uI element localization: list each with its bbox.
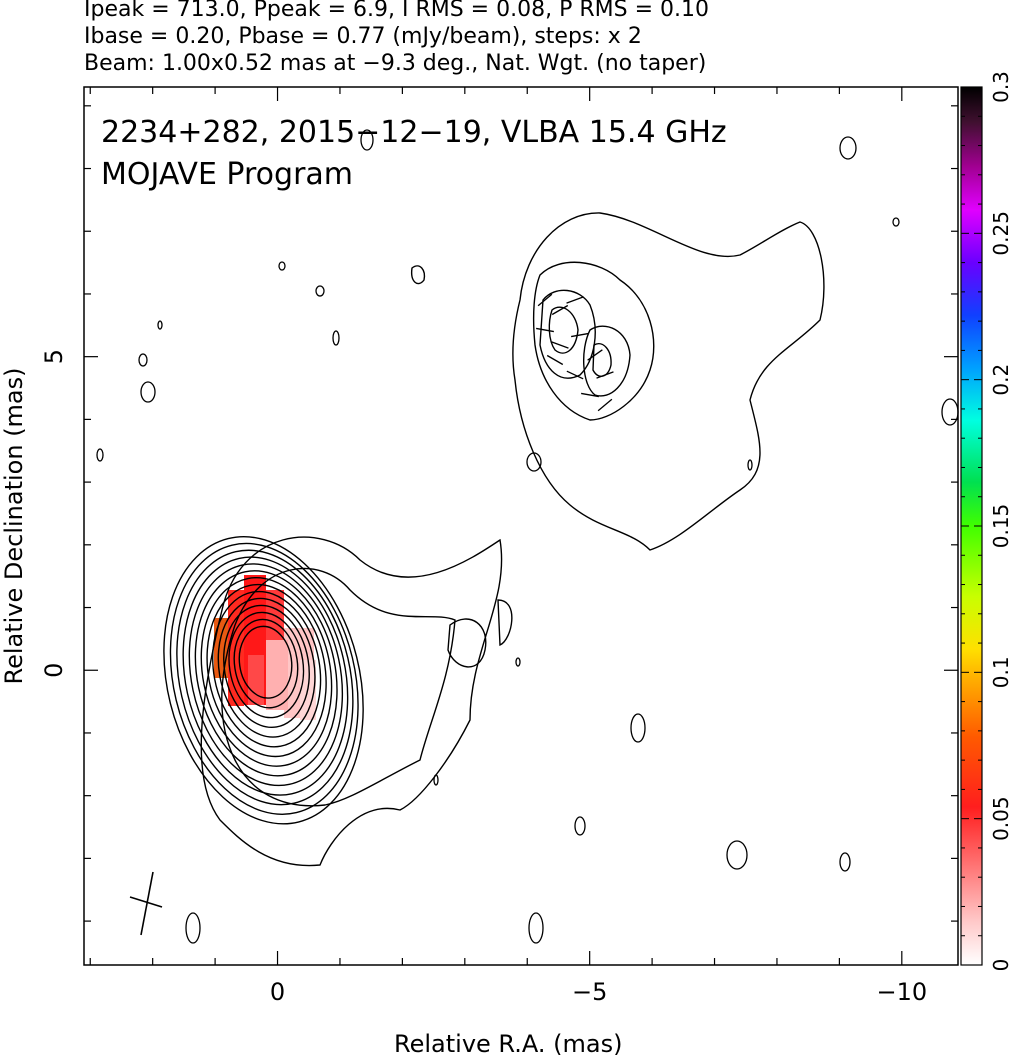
polarization-vector	[536, 327, 554, 333]
polarization-vector	[581, 392, 599, 398]
colorbar-tick-label: 0.2	[989, 364, 1013, 396]
header-line-3: Beam: 1.00x0.52 mas at −9.3 deg., Nat. W…	[84, 51, 707, 76]
jet-component-contour	[512, 212, 825, 551]
x-tick-label: −5	[572, 978, 607, 1006]
axis-tick-labels: 0 −5 −10 0 5	[40, 349, 927, 1006]
noise-contour	[839, 852, 851, 872]
plot-title-line-1: 2234+282, 2015−12−19, VLBA 15.4 GHz	[101, 115, 727, 150]
noise-contour	[839, 136, 857, 160]
jet-contour	[497, 599, 513, 647]
polarization-vector	[551, 304, 569, 316]
jet-component-contour	[592, 343, 612, 377]
colorbar-tick-label: 0.1	[989, 656, 1013, 688]
core-contour	[182, 556, 349, 796]
core-contour	[169, 542, 359, 815]
jet-component-contour	[410, 265, 426, 285]
colorbar-tick-label: 0.15	[989, 504, 1013, 549]
axis-ticks	[84, 87, 958, 965]
noise-contour	[574, 816, 586, 836]
colorbar-tick-labels: 0 0.05 0.1 0.15 0.2 0.25 0.3	[989, 71, 1013, 971]
colorbar-tick-label: 0.25	[989, 211, 1013, 256]
core-contour	[200, 577, 333, 767]
polarization-vector	[566, 296, 584, 304]
core-contour	[238, 625, 293, 699]
colorbar-ticks	[961, 86, 982, 966]
noise-contour	[528, 912, 544, 944]
core-contour	[233, 618, 299, 709]
noise-contour	[526, 452, 542, 472]
polarization-pixel	[214, 618, 228, 678]
core-contour	[206, 583, 327, 758]
noise-contour	[515, 657, 521, 667]
core-contour	[176, 549, 354, 806]
polarization-vector	[546, 354, 564, 366]
noise-contour	[747, 459, 753, 471]
noise-contour	[892, 217, 900, 227]
noise-contour	[360, 129, 374, 151]
core-contour	[212, 590, 322, 748]
colorbar-tick-label: 0	[989, 959, 1013, 972]
beam-major-axis	[140, 871, 154, 936]
polarization-vector	[566, 370, 584, 380]
jet-component-contour	[582, 325, 631, 397]
core-contour	[194, 570, 338, 777]
polarization-vectors	[536, 293, 614, 412]
noise-contour	[726, 840, 748, 870]
noise-contours	[96, 129, 959, 944]
core-contour	[163, 535, 364, 825]
core-contour	[217, 597, 316, 738]
colorbar-tick-label: 0.05	[989, 796, 1013, 841]
jet-contour	[221, 567, 456, 807]
contour-lines	[163, 212, 825, 867]
header-line-2: Ibase = 0.20, Pbase = 0.77 (mJy/beam), s…	[84, 24, 642, 49]
beam-minor-axis	[129, 896, 163, 908]
noise-contour	[315, 285, 325, 297]
beam-marker	[129, 871, 163, 936]
core-contour	[188, 563, 344, 787]
polarization-vector	[571, 332, 589, 338]
polarization-pixel	[266, 640, 288, 710]
noise-contour	[332, 330, 340, 346]
polarization-vector	[596, 371, 614, 379]
polarization-vector	[597, 398, 613, 412]
noise-contour	[433, 774, 439, 786]
noise-contour	[630, 713, 646, 743]
jet-contour	[200, 536, 503, 867]
y-tick-label: 0	[40, 663, 68, 678]
polarization-pixel	[248, 655, 264, 705]
noise-contour	[96, 448, 104, 462]
noise-contour	[138, 353, 148, 367]
plot-frame	[83, 86, 959, 966]
header-line-1: Ipeak = 713.0, Ppeak = 6.9, I RMS = 0.08…	[84, 0, 709, 22]
y-axis-title: Relative Declination (mas)	[0, 367, 28, 685]
core-contour	[228, 611, 305, 719]
core-contour	[223, 604, 310, 729]
noise-contour	[140, 381, 156, 403]
x-axis-title: Relative R.A. (mas)	[394, 1030, 623, 1058]
polarization-vector	[587, 349, 603, 361]
polarization-vector	[537, 293, 553, 307]
colorbar-tick-label: 0.3	[989, 71, 1013, 103]
noise-contour	[185, 912, 201, 944]
polarization-pixel	[228, 590, 244, 706]
jet-contour	[447, 618, 487, 668]
polarization-vector	[551, 341, 569, 349]
plot-title-line-2: MOJAVE Program	[101, 157, 353, 192]
noise-contour	[278, 261, 286, 271]
jet-component-contour	[532, 261, 655, 421]
y-tick-label: 5	[40, 349, 68, 364]
x-tick-label: 0	[270, 978, 285, 1006]
noise-contour	[941, 398, 959, 426]
noise-contour	[157, 320, 163, 330]
x-tick-label: −10	[876, 978, 927, 1006]
